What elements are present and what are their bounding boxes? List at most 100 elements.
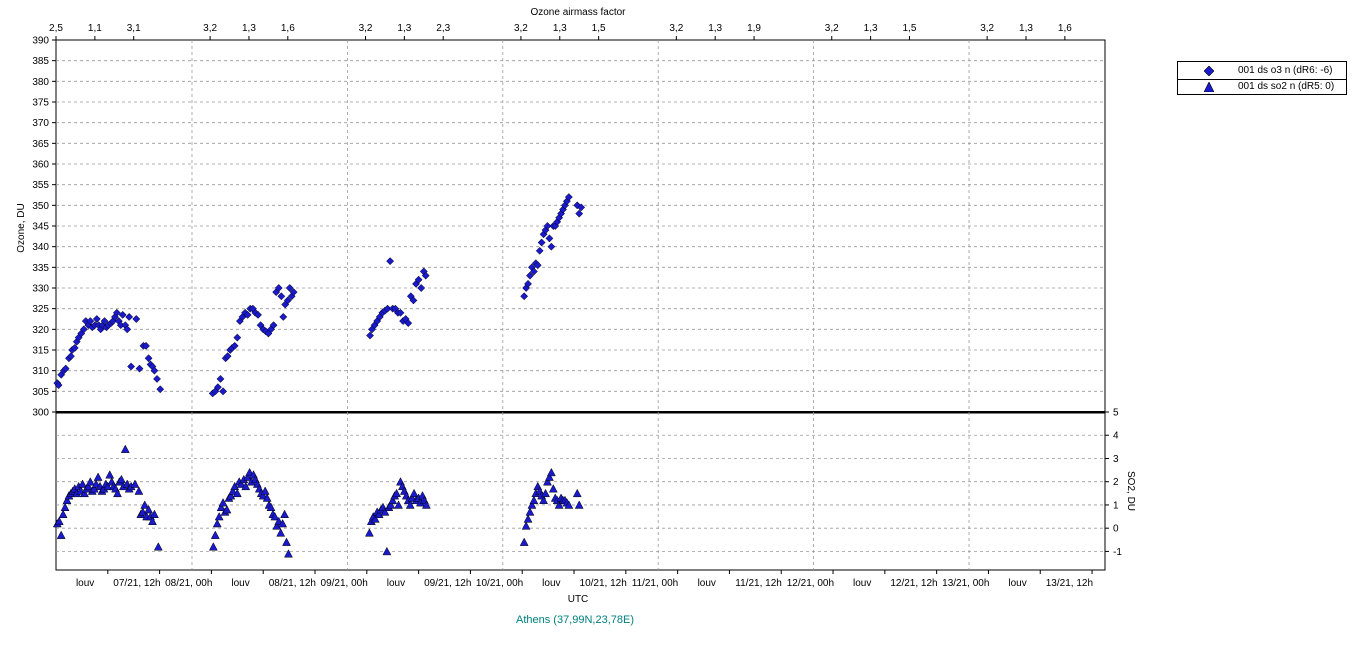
ozone-axis-label: Ozone, DU xyxy=(16,203,27,252)
so2-point xyxy=(116,474,126,484)
ozone-point xyxy=(283,296,292,305)
so2-point xyxy=(78,479,87,488)
so2-point xyxy=(212,518,222,528)
ozone-tick-label: 335 xyxy=(32,263,49,274)
so2-tick-label: 3 xyxy=(1113,454,1119,465)
ozone-point xyxy=(417,284,426,292)
so2-point xyxy=(89,484,99,493)
time-tick-label: 11/21, 00h xyxy=(632,578,679,589)
airmass-tick-label: 3,1 xyxy=(127,23,141,34)
ozone-point xyxy=(243,310,252,319)
so2-point xyxy=(519,537,529,546)
airmass-axis-title: Ozone airmass factor xyxy=(530,7,626,18)
ozone-point xyxy=(70,343,79,352)
site-label: Athens (37,99N,23,78E) xyxy=(516,614,634,626)
so2-point xyxy=(278,518,288,528)
time-tick-label: 08/21, 12h xyxy=(269,578,316,589)
so2-point xyxy=(113,488,122,498)
so2-point xyxy=(80,488,89,498)
ozone-tick-label: 315 xyxy=(32,346,49,357)
so2-point xyxy=(392,488,402,498)
ozone-tick-label: 370 xyxy=(32,118,49,129)
ozone-point xyxy=(92,315,101,323)
so2-point xyxy=(120,444,130,453)
so2-point xyxy=(276,528,286,537)
ozone-tick-label: 340 xyxy=(32,242,49,253)
so2-point xyxy=(241,481,251,491)
ozone-point xyxy=(150,366,159,375)
so2-point xyxy=(380,507,390,516)
so2-point xyxy=(216,502,226,512)
airmass-tick-label: 1,5 xyxy=(592,23,606,34)
ozone-point xyxy=(54,381,63,390)
so2-point xyxy=(210,530,220,539)
so2-point xyxy=(280,509,289,518)
so2-point xyxy=(58,509,68,518)
so2-point xyxy=(374,509,384,518)
so2-point xyxy=(394,500,403,509)
ozone-point xyxy=(289,288,298,297)
ozone-tick-label: 300 xyxy=(32,408,49,419)
time-axis-tick-labels: louv 07/21, 12h 08/21, 00h louv 08/21, 12h 09… xyxy=(76,570,1093,589)
ozone-point xyxy=(144,354,153,363)
so2-point xyxy=(260,486,270,495)
ozone-point xyxy=(219,387,228,396)
ozone-point xyxy=(526,271,534,280)
so2-point xyxy=(228,486,238,495)
airmass-tick-label: 3,2 xyxy=(825,23,839,34)
time-tick-label: 10/21, 00h xyxy=(476,578,523,589)
time-tick-label: 11/21, 12h xyxy=(735,578,782,589)
so2-point xyxy=(140,500,150,509)
airmass-tick-label: 2,3 xyxy=(436,23,450,34)
so2-point xyxy=(572,488,582,498)
ozone-point xyxy=(254,310,262,319)
airmass-tick-label: 1,1 xyxy=(88,23,102,34)
ozone-point xyxy=(269,321,278,330)
ozone-point xyxy=(547,242,556,251)
time-tick-label: louv xyxy=(853,578,871,589)
so2-point xyxy=(134,486,144,495)
ozone-tick-label: 360 xyxy=(32,160,49,171)
so2-point xyxy=(282,537,291,546)
so2-point xyxy=(382,546,392,556)
ozone-point xyxy=(577,203,586,212)
ozone-plot-frame xyxy=(55,39,1106,414)
airmass-tick-label: 1,6 xyxy=(1058,23,1072,34)
so2-point xyxy=(208,542,218,551)
so2-point xyxy=(284,549,293,558)
ozone-point xyxy=(396,308,405,317)
ozone-point xyxy=(274,284,283,292)
so2-point xyxy=(144,505,154,514)
so2-point xyxy=(539,495,549,505)
so2-point xyxy=(103,481,113,491)
ozone-point xyxy=(61,364,70,373)
ozone-point xyxy=(213,383,222,392)
legend-label-so2: 001 ds so2 n (dR5: 0) xyxy=(1238,81,1335,92)
airmass-tick-label: 1,3 xyxy=(397,23,411,34)
airmass-tick-label: 3,2 xyxy=(669,23,683,34)
so2-point xyxy=(150,509,159,518)
time-tick-label: louv xyxy=(231,578,249,589)
so2-point xyxy=(270,512,280,521)
airmass-tick-label: 3,2 xyxy=(514,23,528,34)
ozone-point xyxy=(543,222,552,230)
time-tick-label: 09/21, 00h xyxy=(321,578,368,589)
time-tick-label: 13/21, 12h xyxy=(1046,578,1093,589)
ozone-point xyxy=(112,308,121,317)
ozone-point xyxy=(223,352,232,361)
ozone-point xyxy=(125,312,134,321)
time-tick-label: 07/21, 12h xyxy=(113,578,160,589)
ozone-tick-label: 345 xyxy=(32,222,49,233)
utc-axis-label: UTC xyxy=(568,594,589,605)
so2-point xyxy=(548,484,558,493)
so2-point xyxy=(564,500,574,509)
so2-point xyxy=(543,477,552,486)
ozone-point xyxy=(404,319,413,328)
legend-item-so2: 001 ds so2 n (dR5: 0) xyxy=(1178,79,1346,95)
airmass-tick-label: 3,2 xyxy=(980,23,994,34)
so2-series xyxy=(52,444,584,558)
so2-point xyxy=(525,507,535,516)
so2-point xyxy=(272,521,282,530)
